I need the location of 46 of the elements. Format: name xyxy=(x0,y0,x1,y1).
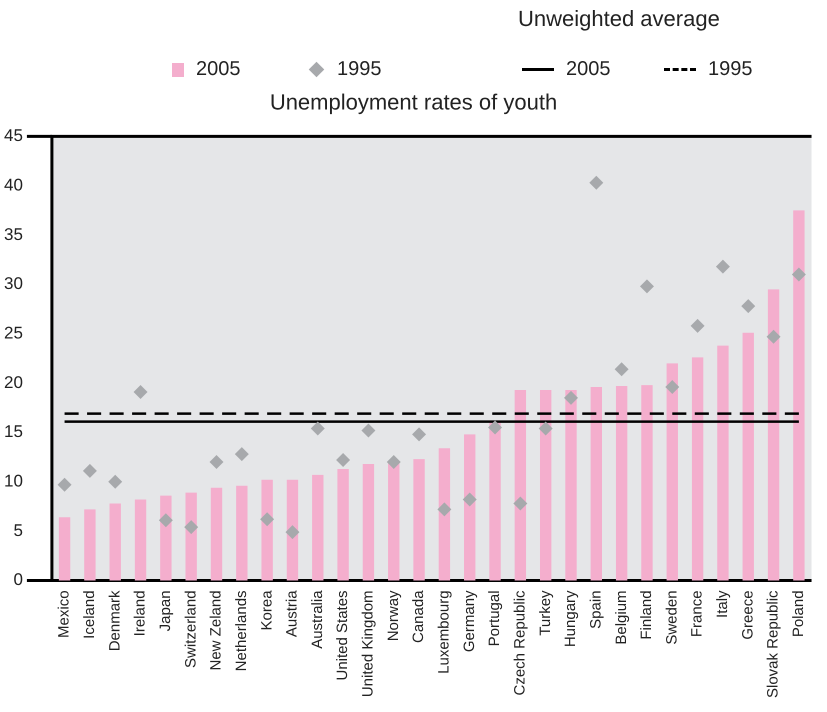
y-tick-label: 25 xyxy=(4,323,23,342)
x-tick-label: Netherlands xyxy=(232,590,250,672)
y-tick-label: 35 xyxy=(4,224,23,244)
x-tick-label: United Kingdom xyxy=(360,590,377,698)
y-tick-label: 30 xyxy=(4,274,23,294)
x-tick-label: Germany xyxy=(460,590,478,652)
y-tick-label: 20 xyxy=(4,372,23,392)
legend-label: 2005 xyxy=(196,58,240,81)
x-tick-label: New Zeland xyxy=(208,590,225,670)
x-tick-label: Spain xyxy=(587,590,604,629)
x-tick-label: Finland xyxy=(638,590,656,640)
legend-label: 1995 xyxy=(337,58,382,81)
x-tick-label: Sweden xyxy=(663,590,680,645)
x-tick-label: Denmark xyxy=(106,590,124,652)
x-tick-label: Switzerland xyxy=(182,590,200,668)
y-tick-label: 45 xyxy=(4,126,23,146)
x-tick-label: Japan xyxy=(156,590,174,632)
y-tick-label: 15 xyxy=(4,422,23,442)
chart-title: Unemployment rates of youth xyxy=(270,89,558,114)
x-tick-label: Austria xyxy=(284,590,301,638)
legend-label: 2005 xyxy=(566,58,610,81)
x-tick-label: Turkey xyxy=(536,590,554,636)
x-tick-label: Belgium xyxy=(612,590,630,645)
y-tick-label: 5 xyxy=(13,520,23,540)
x-tick-label: Italy xyxy=(714,590,732,618)
x-tick-label: Canada xyxy=(410,590,428,643)
x-tick-label: Slovak Republic xyxy=(764,590,782,698)
x-tick-label: Poland xyxy=(790,590,808,638)
x-tick-label: Korea xyxy=(258,590,276,630)
x-tick-label: Luxembourg xyxy=(436,590,453,674)
x-tick-label: Ireland xyxy=(132,590,149,636)
x-tick-label: France xyxy=(688,590,706,638)
x-tick-label: Mexico xyxy=(56,590,73,638)
x-tick-label: Iceland xyxy=(81,590,98,639)
y-tick-label: 40 xyxy=(4,175,23,194)
x-tick-label: Australia xyxy=(308,590,326,649)
x-tick-label: Czech Republic xyxy=(511,590,528,696)
x-tick-label: Norway xyxy=(384,590,402,642)
y-tick-label: 0 xyxy=(13,570,23,590)
y-tick-label: 10 xyxy=(4,471,23,490)
x-tick-label: Portugal xyxy=(486,590,504,646)
legend-label: 1995 xyxy=(708,58,752,81)
x-tick-label: Hungary xyxy=(562,590,580,648)
x-tick-label: Greece xyxy=(739,590,756,640)
x-tick-label: United States xyxy=(334,590,352,681)
legend-title: Unweighted average xyxy=(518,6,720,32)
